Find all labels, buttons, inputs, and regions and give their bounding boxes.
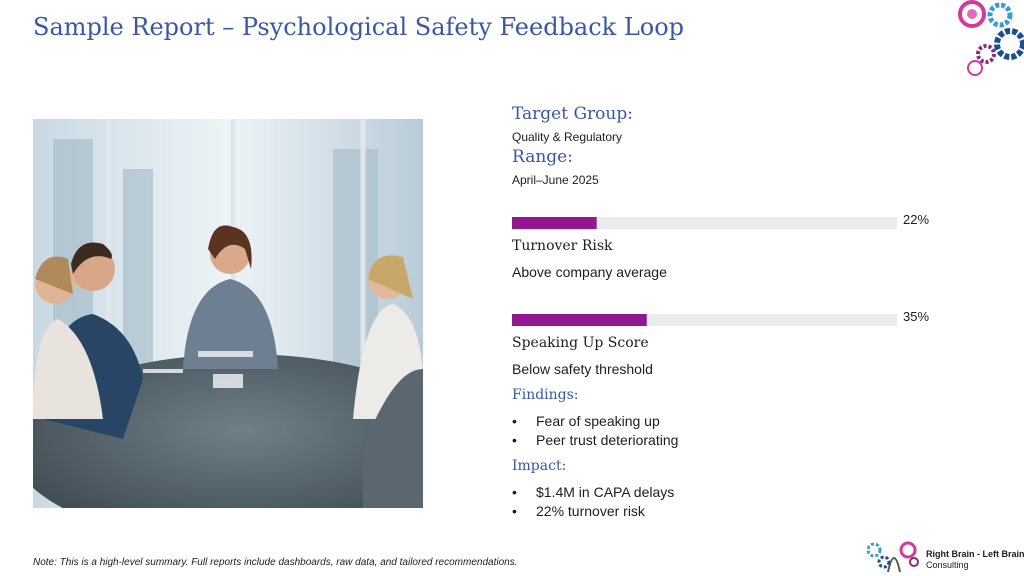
metric-note: Above company average (512, 264, 667, 280)
finding: Fear of speaking up (512, 413, 660, 429)
metric-name: Turnover Risk (512, 238, 613, 254)
gears-logo (958, 0, 1024, 76)
gear (976, 44, 996, 64)
impact-heading: Impact: (512, 458, 567, 474)
bar-track (512, 217, 897, 229)
company-logo-icon (866, 541, 919, 573)
bar-value-label: 35% (903, 309, 930, 324)
company-sub: Consulting (926, 560, 969, 570)
gear (967, 60, 983, 76)
bar (512, 314, 647, 326)
metric-name: Speaking Up Score (512, 335, 649, 351)
range-value: April–June 2025 (512, 173, 599, 187)
gear (994, 28, 1024, 60)
findings-heading: Findings: (512, 387, 579, 403)
gear (987, 2, 1013, 28)
bar (512, 217, 597, 229)
finding: Peer trust deteriorating (512, 432, 678, 448)
range-label: Range: (512, 147, 573, 167)
company-name: Right Brain - Left Brain (926, 549, 1024, 559)
gear (958, 0, 986, 28)
footnote: Note: This is a high-level summary. Full… (33, 557, 518, 568)
metric-note: Below safety threshold (512, 361, 653, 377)
title: Sample Report – Psychological Safety Fee… (33, 13, 685, 41)
impact-item: $1.4M in CAPA delays (512, 484, 674, 500)
target-group-value: Quality & Regulatory (512, 130, 623, 144)
gear (967, 9, 977, 19)
photo (33, 119, 423, 508)
target-group-label: Target Group: (512, 104, 633, 124)
impact-item: 22% turnover risk (512, 503, 645, 519)
bar-value-label: 22% (903, 212, 930, 227)
